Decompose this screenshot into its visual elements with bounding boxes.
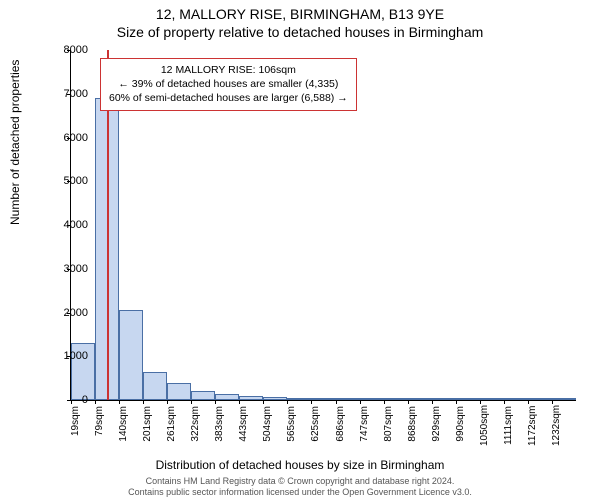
- chart-title-block: 12, MALLORY RISE, BIRMINGHAM, B13 9YE Si…: [0, 0, 600, 40]
- x-tick-label: 1111sqm: [503, 406, 514, 446]
- x-tick-label: 79sqm: [94, 406, 105, 446]
- histogram-bar: [191, 391, 215, 400]
- x-tick-mark: [191, 400, 192, 404]
- histogram-bar: [263, 397, 287, 400]
- x-tick-mark: [239, 400, 240, 404]
- y-tick-label: 7000: [64, 88, 88, 100]
- property-annotation-box: 12 MALLORY RISE: 106sqm ← 39% of detache…: [100, 58, 357, 111]
- x-tick-mark: [95, 400, 96, 404]
- annotation-line-1: 12 MALLORY RISE: 106sqm: [109, 63, 348, 77]
- x-tick-label: 261sqm: [166, 406, 177, 446]
- x-tick-label: 747sqm: [359, 406, 370, 446]
- x-tick-label: 322sqm: [190, 406, 201, 446]
- y-tick-label: 2000: [64, 307, 88, 319]
- x-tick-label: 201sqm: [142, 406, 153, 446]
- x-tick-mark: [456, 400, 457, 404]
- x-tick-label: 1050sqm: [479, 406, 490, 446]
- x-tick-mark: [215, 400, 216, 404]
- x-tick-label: 990sqm: [455, 406, 466, 446]
- histogram-bar: [239, 396, 263, 400]
- x-tick-mark: [432, 400, 433, 404]
- x-tick-mark: [143, 400, 144, 404]
- y-tick-label: 0: [82, 394, 88, 406]
- histogram-bar: [311, 398, 335, 400]
- x-tick-label: 19sqm: [70, 406, 81, 446]
- annotation-line-2: ← 39% of detached houses are smaller (4,…: [109, 77, 348, 91]
- histogram-bar: [167, 383, 191, 401]
- x-tick-mark: [384, 400, 385, 404]
- histogram-bar: [504, 398, 528, 400]
- x-tick-label: 1172sqm: [527, 406, 538, 446]
- x-axis-label: Distribution of detached houses by size …: [0, 458, 600, 472]
- y-tick-label: 6000: [64, 132, 88, 144]
- title-line-2: Size of property relative to detached ho…: [0, 24, 600, 40]
- x-tick-mark: [528, 400, 529, 404]
- x-tick-label: 625sqm: [310, 406, 321, 446]
- attribution-line-1: Contains HM Land Registry data © Crown c…: [0, 476, 600, 487]
- title-line-1: 12, MALLORY RISE, BIRMINGHAM, B13 9YE: [0, 6, 600, 22]
- histogram-bar: [143, 372, 167, 400]
- y-tick-label: 1000: [64, 350, 88, 362]
- x-tick-label: 383sqm: [214, 406, 225, 446]
- x-tick-mark: [480, 400, 481, 404]
- histogram-bar: [408, 398, 432, 400]
- x-tick-mark: [167, 400, 168, 404]
- x-tick-mark: [360, 400, 361, 404]
- histogram-bar: [432, 398, 456, 400]
- attribution-line-2: Contains public sector information licen…: [0, 487, 600, 498]
- y-tick-label: 5000: [64, 175, 88, 187]
- histogram-bar: [336, 398, 360, 400]
- y-tick-label: 3000: [64, 263, 88, 275]
- x-tick-label: 140sqm: [118, 406, 129, 446]
- x-tick-mark: [336, 400, 337, 404]
- histogram-bar: [552, 398, 576, 400]
- y-tick-label: 8000: [64, 44, 88, 56]
- x-tick-label: 807sqm: [383, 406, 394, 446]
- x-tick-label: 443sqm: [238, 406, 249, 446]
- histogram-bar: [456, 398, 480, 400]
- x-tick-mark: [504, 400, 505, 404]
- histogram-bar: [480, 398, 504, 400]
- x-tick-mark: [552, 400, 553, 404]
- histogram-bar: [215, 394, 239, 400]
- x-tick-label: 565sqm: [286, 406, 297, 446]
- histogram-bar: [384, 398, 408, 400]
- x-tick-label: 929sqm: [431, 406, 442, 446]
- x-tick-mark: [311, 400, 312, 404]
- x-tick-label: 868sqm: [407, 406, 418, 446]
- y-axis-label: Number of detached properties: [8, 60, 22, 225]
- y-tick-label: 4000: [64, 219, 88, 231]
- histogram-bar: [528, 398, 552, 400]
- histogram-bar: [287, 398, 311, 400]
- x-tick-label: 1232sqm: [551, 406, 562, 446]
- x-tick-mark: [287, 400, 288, 404]
- x-tick-mark: [408, 400, 409, 404]
- x-tick-label: 686sqm: [335, 406, 346, 446]
- histogram-bar: [360, 398, 384, 400]
- attribution-text: Contains HM Land Registry data © Crown c…: [0, 476, 600, 499]
- x-tick-label: 504sqm: [262, 406, 273, 446]
- histogram-bar: [119, 310, 143, 400]
- x-tick-mark: [119, 400, 120, 404]
- x-tick-mark: [71, 400, 72, 404]
- annotation-line-3: 60% of semi-detached houses are larger (…: [109, 91, 348, 105]
- x-tick-mark: [263, 400, 264, 404]
